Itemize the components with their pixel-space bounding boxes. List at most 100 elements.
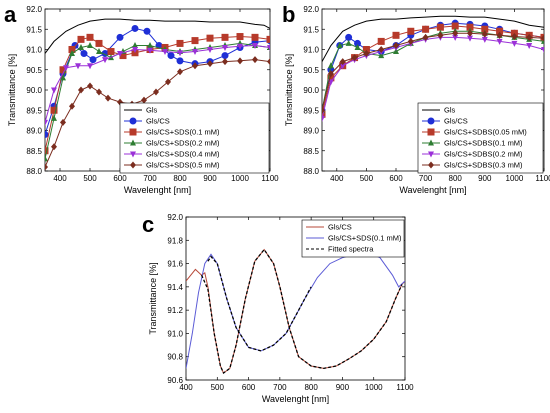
data-point-b-5 <box>378 46 385 53</box>
data-point-a-2 <box>206 34 214 42</box>
data-point-a-2 <box>86 33 94 41</box>
data-point-a-4 <box>222 44 228 51</box>
data-point-b-5 <box>363 50 370 58</box>
y-tick-label-c: 92.0 <box>167 213 183 222</box>
data-point-b-4 <box>339 63 346 70</box>
series-group-b <box>322 15 544 122</box>
y-tick-label-c: 91.4 <box>167 283 183 292</box>
data-point-a-5 <box>60 118 66 126</box>
y-tick-label-a: 90.5 <box>26 66 42 75</box>
y-tick-label-a: 88.5 <box>26 147 42 156</box>
legend-label-b-2: Gls/CS+SDBS(0.05 mM) <box>444 128 527 137</box>
chart-panel-b: 400 500 600 700 800 900 1000 1100 88.0 88.5 89.0 89… <box>284 5 550 195</box>
data-point-b-4 <box>541 47 544 53</box>
data-point-a-5 <box>222 58 228 66</box>
legend-marker-b-1 <box>427 117 435 125</box>
data-point-a-3 <box>147 41 153 48</box>
data-point-a-1 <box>89 56 97 64</box>
x-tick-label-b: 1000 <box>506 174 524 183</box>
chart-panel-a: 400 500 600 700 800 900 1000 1100 88.0 88.5 89.0 89… <box>7 5 279 195</box>
y-tick-label-a: 89.0 <box>26 127 42 136</box>
legend-label-b-4: Gls/CS+SDBS(0.2 mM) <box>444 150 523 159</box>
legend-marker-b-5 <box>428 161 434 169</box>
y-tick-label-c: 90.6 <box>167 376 183 385</box>
y-tick-label-a: 91.5 <box>26 25 42 34</box>
x-tick-label-c: 900 <box>336 383 350 392</box>
data-point-b-2 <box>422 25 430 33</box>
data-point-a-5 <box>69 102 75 110</box>
data-point-a-4 <box>102 57 108 64</box>
data-point-b-5 <box>422 33 429 41</box>
data-point-a-1 <box>167 52 175 60</box>
x-axis-label-c: Wavelenght [nm] <box>262 394 329 404</box>
x-tick-label-a: 900 <box>203 174 217 183</box>
legend-label-c-1: Gls/CS+SDS(0.1 mM) <box>328 234 402 243</box>
x-tick-label-b: 600 <box>389 174 403 183</box>
x-tick-label-a: 1100 <box>261 174 279 183</box>
x-tick-label-c: 400 <box>179 383 193 392</box>
data-point-a-3 <box>96 48 102 55</box>
y-tick-label-b: 88.0 <box>303 167 319 176</box>
data-point-b-5 <box>327 70 334 78</box>
data-point-b-5 <box>481 30 488 38</box>
y-tick-label-a: 91.0 <box>26 46 42 55</box>
data-point-b-5 <box>322 106 325 114</box>
data-point-a-2 <box>95 39 103 47</box>
data-point-a-2 <box>191 37 199 45</box>
data-point-a-5 <box>207 60 213 68</box>
data-point-b-2 <box>407 27 415 35</box>
data-point-b-3 <box>378 52 385 59</box>
data-point-b-3 <box>354 43 361 50</box>
x-tick-label-b: 700 <box>419 174 433 183</box>
data-point-a-4 <box>132 47 138 53</box>
data-point-a-2 <box>221 33 229 41</box>
data-point-a-3 <box>132 41 138 48</box>
plot-frame-c <box>185 216 406 381</box>
y-tick-label-a: 88.0 <box>26 167 42 176</box>
legend-label-a-3: Gls/CS+SDS(0.2 mM) <box>146 139 220 148</box>
legend-label-a-5: Gls/CS+SDS(0.5 mM) <box>146 161 220 170</box>
data-point-a-3 <box>78 43 84 50</box>
x-tick-label-a: 800 <box>173 174 187 183</box>
y-tick-label-b: 89.0 <box>303 127 319 136</box>
data-point-b-3 <box>327 62 334 69</box>
data-point-a-1 <box>80 50 88 58</box>
data-point-a-4 <box>177 50 183 57</box>
x-tick-label-c: 700 <box>273 383 287 392</box>
y-tick-label-c: 91.0 <box>167 329 183 338</box>
data-point-b-3 <box>336 41 343 48</box>
legend-label-c-2: Fitted spectra <box>328 245 374 254</box>
data-point-a-2 <box>77 35 85 43</box>
x-tick-label-b: 1100 <box>535 174 550 183</box>
legend-label-a-4: Gls/CS+SDS(0.4 mM) <box>146 150 220 159</box>
data-point-b-5 <box>467 29 473 37</box>
data-point-a-5 <box>153 88 159 96</box>
data-point-a-2 <box>107 48 115 56</box>
data-point-b-5 <box>496 31 503 39</box>
x-tick-label-c: 1100 <box>396 383 414 392</box>
data-point-b-5 <box>452 29 459 37</box>
data-point-a-2 <box>266 35 270 43</box>
data-point-a-3 <box>60 74 66 81</box>
data-point-b-2 <box>377 37 385 45</box>
data-point-b-4 <box>496 38 503 45</box>
legend-marker-a-2 <box>129 128 137 136</box>
chart-panel-c: 400 500 600 700 800 900 1000 1100 90.6 90.8 91.0 91… <box>148 213 414 404</box>
series-line-b-0 <box>322 15 544 62</box>
data-point-a-1 <box>143 27 151 35</box>
panel-letter-b: b <box>282 2 295 27</box>
x-tick-label-a: 700 <box>143 174 157 183</box>
y-tick-label-a: 92.0 <box>26 5 42 14</box>
data-point-a-2 <box>176 39 184 47</box>
y-axis-label-b: Transmittance [%] <box>284 54 294 126</box>
data-point-a-5 <box>87 82 93 90</box>
legend-label-a-2: Gls/CS+SDS(0.1 mM) <box>146 128 220 137</box>
legend-marker-a-3 <box>130 139 136 146</box>
legend-marker-a-5 <box>130 161 136 169</box>
x-tick-label-a: 1000 <box>231 174 249 183</box>
y-tick-label-b: 90.5 <box>303 66 319 75</box>
data-point-a-4 <box>192 49 198 56</box>
x-tick-label-b: 500 <box>360 174 374 183</box>
y-axis-label-a: Transmittance [%] <box>7 54 17 126</box>
